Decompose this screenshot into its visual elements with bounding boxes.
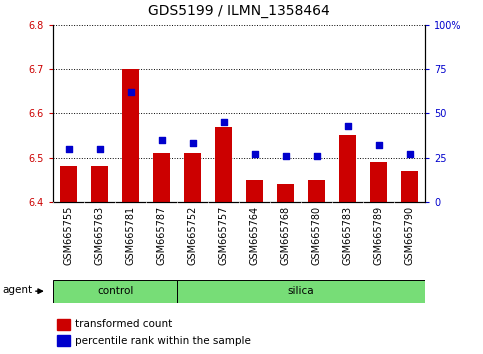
Text: GSM665781: GSM665781 bbox=[126, 206, 136, 265]
Text: GSM665783: GSM665783 bbox=[342, 206, 353, 265]
Point bbox=[251, 151, 258, 157]
Text: GSM665768: GSM665768 bbox=[281, 206, 291, 265]
Bar bbox=[308, 180, 325, 202]
Point bbox=[127, 89, 134, 95]
Bar bbox=[401, 171, 418, 202]
Point bbox=[189, 141, 197, 146]
Bar bbox=[153, 153, 170, 202]
Point bbox=[96, 146, 103, 152]
Bar bbox=[370, 162, 387, 202]
Point bbox=[158, 137, 166, 143]
Bar bbox=[246, 180, 263, 202]
Text: transformed count: transformed count bbox=[75, 319, 173, 329]
Text: GSM665755: GSM665755 bbox=[64, 206, 73, 265]
Text: agent: agent bbox=[3, 285, 33, 295]
Bar bbox=[339, 136, 356, 202]
Text: GSM665757: GSM665757 bbox=[219, 206, 228, 265]
Point bbox=[282, 153, 289, 159]
Point bbox=[65, 146, 72, 152]
Point bbox=[344, 123, 352, 129]
Point bbox=[313, 153, 320, 159]
Text: GSM665752: GSM665752 bbox=[187, 206, 198, 265]
Bar bbox=[91, 166, 108, 202]
Point bbox=[406, 151, 413, 157]
Bar bbox=[277, 184, 294, 202]
Text: silica: silica bbox=[288, 286, 314, 296]
Bar bbox=[184, 153, 201, 202]
Bar bbox=[215, 127, 232, 202]
Bar bbox=[60, 166, 77, 202]
Text: GSM665764: GSM665764 bbox=[250, 206, 259, 265]
Text: GDS5199 / ILMN_1358464: GDS5199 / ILMN_1358464 bbox=[148, 4, 330, 18]
Bar bbox=[177, 280, 425, 303]
Text: percentile rank within the sample: percentile rank within the sample bbox=[75, 336, 251, 346]
Text: control: control bbox=[97, 286, 133, 296]
Text: GSM665763: GSM665763 bbox=[95, 206, 105, 265]
Bar bbox=[57, 335, 70, 346]
Text: GSM665789: GSM665789 bbox=[373, 206, 384, 265]
Bar bbox=[122, 69, 139, 202]
Point bbox=[220, 119, 227, 125]
Bar bbox=[57, 319, 70, 330]
Bar bbox=[53, 280, 177, 303]
Text: GSM665790: GSM665790 bbox=[405, 206, 414, 265]
Point bbox=[375, 142, 383, 148]
Text: GSM665787: GSM665787 bbox=[156, 206, 167, 265]
Text: GSM665780: GSM665780 bbox=[312, 206, 322, 265]
